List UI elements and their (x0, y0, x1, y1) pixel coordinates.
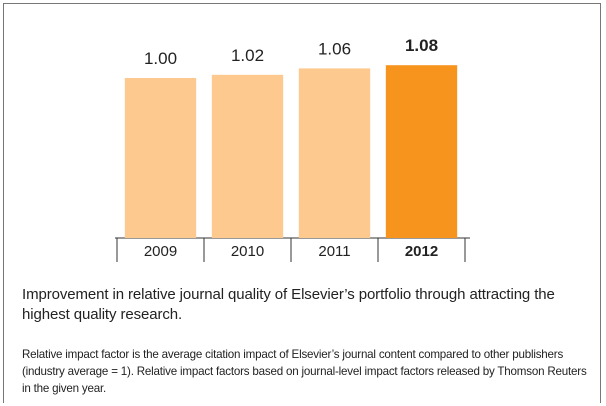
x-tick-label: 2010 (231, 243, 264, 260)
x-tick-label: 2011 (318, 243, 350, 260)
caption: Improvement in relative journal quality … (22, 286, 555, 323)
note: Relative impact factor is the average ci… (22, 348, 587, 395)
value-label: 1.08 (405, 36, 438, 55)
value-label: 1.00 (144, 49, 177, 68)
bar (298, 68, 371, 239)
value-label: 1.02 (231, 46, 264, 65)
frame (3, 3, 601, 403)
x-tick-label: 2009 (144, 243, 177, 260)
bar (385, 65, 458, 238)
bar (124, 78, 197, 238)
x-tick-label: 2012 (405, 243, 438, 260)
value-label: 1.06 (318, 39, 351, 58)
bar (211, 74, 284, 238)
